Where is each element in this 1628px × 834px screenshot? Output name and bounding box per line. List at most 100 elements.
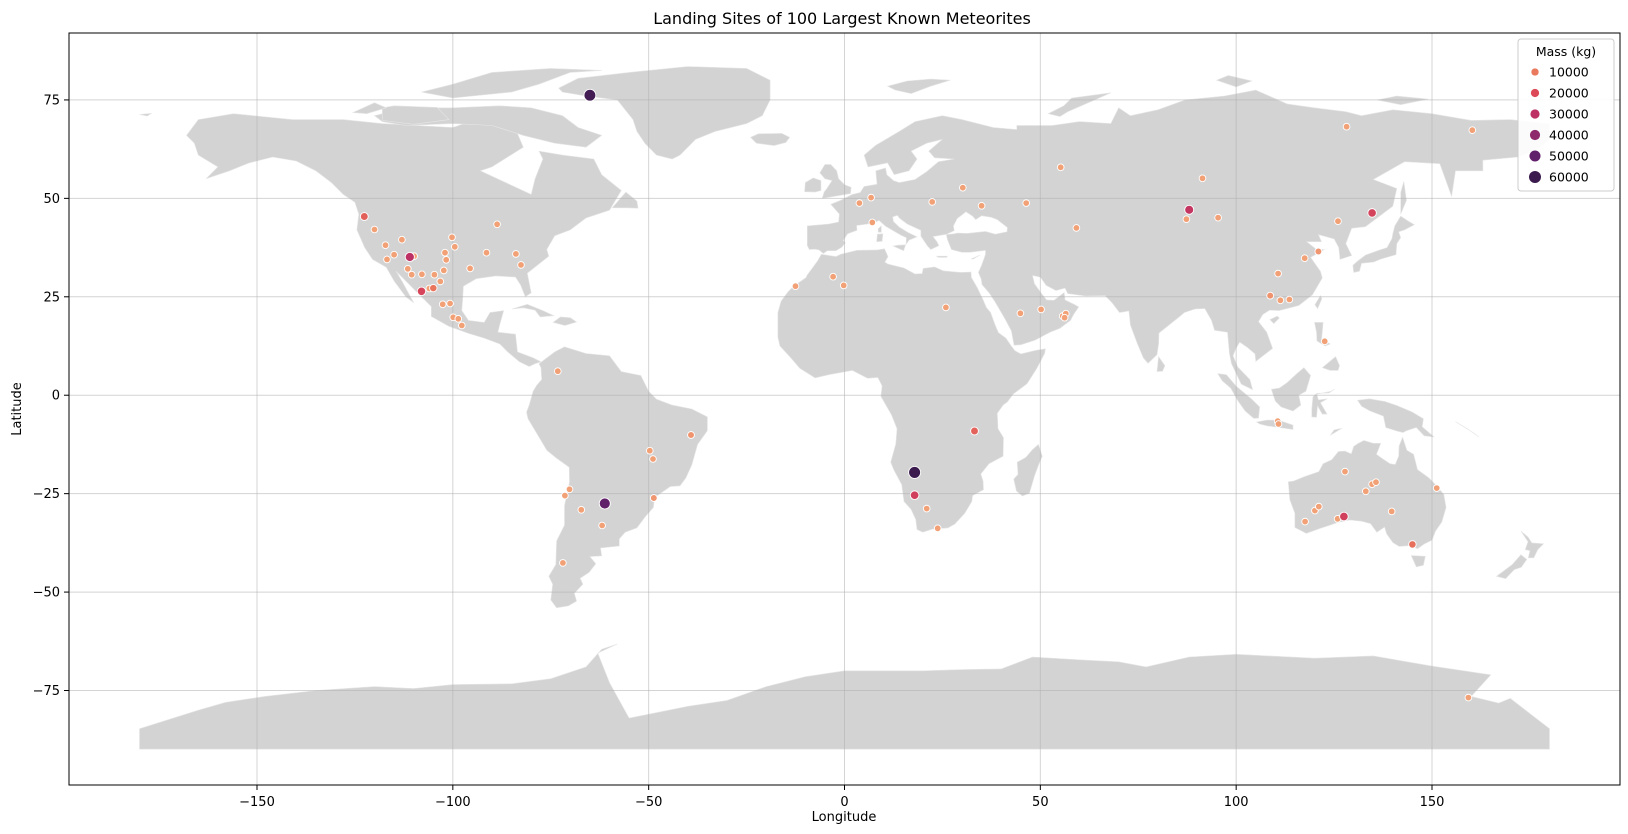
meteorite-point — [1184, 204, 1195, 215]
meteorite-point — [1198, 174, 1207, 183]
south-america-land — [526, 346, 708, 609]
meteorite-point — [416, 286, 427, 296]
meteorite-point — [446, 299, 454, 308]
meteorite-point — [1301, 517, 1309, 526]
svalbard-land — [886, 78, 951, 94]
new-zealand-north-land — [1520, 530, 1545, 559]
meteorite-point — [398, 235, 406, 244]
greenland-land — [558, 66, 771, 160]
x-tick-label: −50 — [635, 795, 662, 810]
legend-title: Mass (kg) — [1536, 44, 1596, 59]
meteorite-point — [1468, 126, 1477, 134]
meteorite-point — [855, 199, 864, 207]
meteorite-point — [649, 455, 657, 463]
hainan-land — [1269, 315, 1280, 325]
meteorite-point — [598, 521, 606, 530]
meteorite-point — [1285, 295, 1294, 304]
legend-label: 40000 — [1549, 128, 1589, 143]
meteorite-point — [928, 198, 936, 206]
mindanao-land — [1321, 356, 1340, 371]
y-axis-ticks: −75 −50 −25 0 25 50 75 — [33, 93, 69, 699]
meteorite-point — [1300, 254, 1309, 262]
meteorite-point — [646, 446, 654, 455]
y-tick-label: −75 — [33, 684, 60, 699]
meteorite-point — [458, 321, 466, 330]
tasmania-land — [1410, 555, 1426, 568]
philippines-land — [1314, 322, 1331, 347]
meteorite-point — [1342, 122, 1351, 131]
meteorite-point — [1274, 420, 1283, 428]
legend: Mass (kg) 10000 20000 30000 40000 50000 60000 — [1517, 38, 1615, 192]
meteorite-point — [1339, 511, 1349, 522]
y-axis-label: Latitude — [10, 382, 25, 436]
severnaya-zemlya-land — [1215, 75, 1253, 88]
victoria-island-land — [382, 105, 450, 125]
meteorite-point — [1367, 208, 1377, 218]
meteorite-point — [1056, 163, 1065, 172]
madagascar-land — [1013, 443, 1043, 497]
x-tick-label: 0 — [840, 795, 848, 810]
iceland-land — [749, 133, 791, 146]
meteorite-point — [598, 497, 611, 510]
meteorite-point — [977, 202, 986, 210]
meteorite-points — [359, 88, 1477, 702]
x-tick-label: −100 — [435, 795, 471, 810]
meteorite-point — [1037, 305, 1045, 314]
x-tick-label: 100 — [1224, 795, 1249, 810]
meteorite-point — [1266, 291, 1275, 300]
legend-label: 20000 — [1549, 86, 1589, 101]
legend-label: 30000 — [1549, 107, 1589, 122]
meteorite-point — [436, 277, 445, 286]
uk-land — [819, 164, 852, 199]
meteorite-point — [1315, 502, 1323, 511]
corsica-land — [877, 225, 882, 233]
meteorite-point — [561, 491, 569, 500]
legend-marker — [1529, 150, 1541, 162]
novaya-zemlya-land — [1047, 92, 1111, 117]
ellesmere-land — [421, 68, 602, 99]
taiwan-land — [1314, 294, 1323, 310]
sardinia-land — [876, 233, 884, 243]
meteorite-point — [1182, 215, 1191, 223]
meteorite-point — [959, 183, 967, 192]
meteorite-point — [565, 485, 574, 494]
meteorite-point — [1060, 313, 1069, 322]
legend-label: 50000 — [1549, 149, 1589, 164]
meteorite-point — [390, 250, 398, 259]
meteorite-point — [404, 251, 415, 263]
legend-marker — [1530, 88, 1540, 98]
y-tick-label: −25 — [33, 487, 60, 502]
meteorite-point — [466, 264, 474, 273]
meteorite-point — [1320, 337, 1329, 346]
borneo-land — [1271, 367, 1311, 412]
x-tick-label: −150 — [239, 795, 275, 810]
meteorite-point — [493, 220, 501, 229]
meteorite-point — [429, 283, 438, 293]
legend-entries: 10000 20000 30000 40000 50000 60000 — [1529, 65, 1589, 185]
meteorite-point — [868, 218, 877, 227]
meteorite-point — [383, 255, 391, 264]
meteorite-point — [359, 212, 369, 221]
y-tick-label: −50 — [33, 586, 60, 601]
meteorite-point — [407, 270, 416, 279]
meteorite-point — [381, 241, 390, 249]
meteorite-point — [454, 315, 463, 323]
new-zealand-south-land — [1495, 554, 1528, 580]
y-tick-label: 25 — [43, 290, 60, 305]
banks-island-land — [351, 102, 388, 115]
meteorite-point — [1464, 693, 1473, 702]
meteorite-point — [512, 250, 520, 258]
meteorite-point — [1372, 478, 1380, 486]
cuba-land — [511, 303, 556, 318]
chart-title: Landing Sites of 100 Largest Known Meteo… — [653, 9, 1031, 28]
meteorite-point — [418, 270, 426, 279]
meteorite-point — [909, 490, 920, 500]
meteorite-point — [577, 506, 586, 514]
meteorite-point — [933, 524, 942, 533]
japan-land — [1352, 215, 1416, 273]
meteorite-point — [1274, 269, 1282, 278]
meteorite-point — [908, 465, 922, 479]
meteorite-point — [451, 243, 459, 251]
meteorite-point — [430, 270, 439, 279]
meteorite-point — [649, 494, 658, 502]
